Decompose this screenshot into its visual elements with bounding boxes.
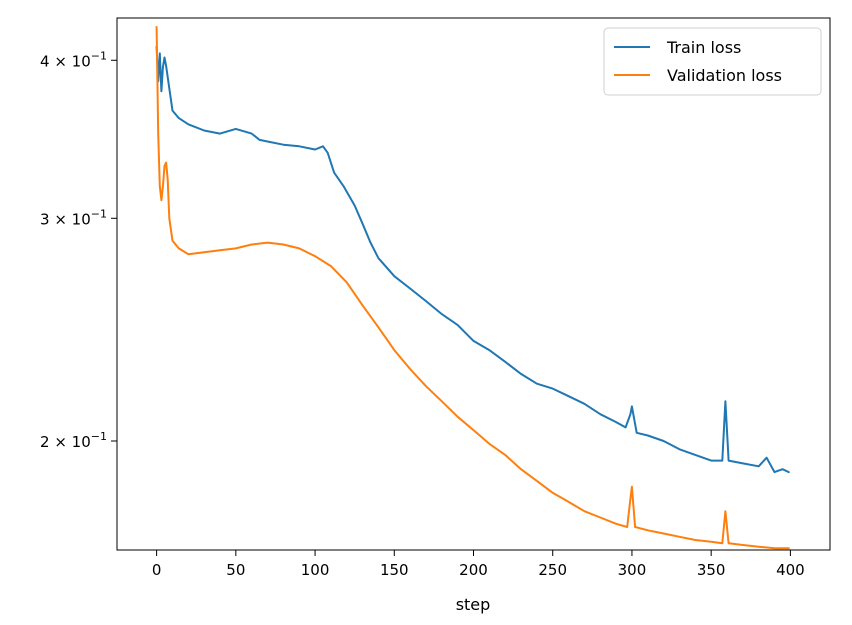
- x-axis: 0 50 100 150 200 250 300 350 400: [152, 550, 805, 579]
- legend-label-validation: Validation loss: [667, 66, 782, 85]
- x-tick-label: 0: [152, 561, 162, 579]
- series-train-loss-line: [155, 45, 790, 474]
- x-tick-label: 100: [301, 561, 330, 579]
- legend-label-train: Train loss: [666, 38, 741, 57]
- y-tick-label: 3 × 10−1: [40, 207, 107, 228]
- plot-area: [155, 26, 790, 550]
- x-axis-label: step: [456, 595, 491, 614]
- legend-box: [603, 27, 822, 96]
- x-tick-label: 350: [697, 561, 726, 579]
- y-axis: 2 × 10−1 3 × 10−1 4 × 10−1: [40, 49, 117, 451]
- x-tick-label: 250: [538, 561, 567, 579]
- x-tick-label: 150: [380, 561, 409, 579]
- y-tick-label: 2 × 10−1: [40, 430, 107, 451]
- x-tick-label: 50: [226, 561, 245, 579]
- legend: Train loss Validation loss: [603, 27, 822, 96]
- series-layer: [155, 26, 790, 550]
- x-tick-label: 400: [776, 561, 805, 579]
- x-tick-label: 200: [459, 561, 488, 579]
- series-validation-loss-line: [155, 26, 790, 550]
- x-tick-label: 300: [618, 561, 647, 579]
- y-tick-label: 4 × 10−1: [40, 49, 107, 70]
